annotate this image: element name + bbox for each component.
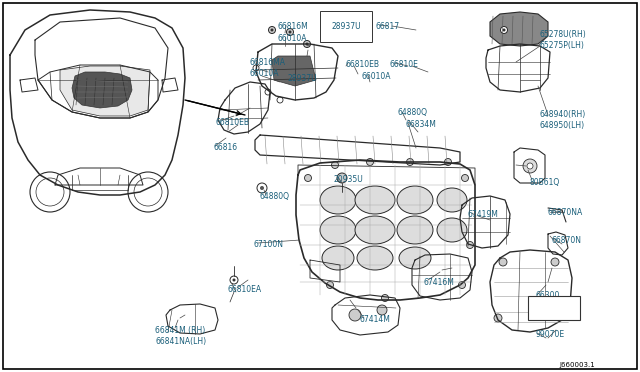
Text: 28937U: 28937U: [331, 22, 360, 31]
Circle shape: [289, 31, 291, 33]
Text: 80B61Q: 80B61Q: [530, 178, 560, 187]
Ellipse shape: [322, 246, 354, 270]
Text: 66300: 66300: [535, 291, 559, 300]
Ellipse shape: [357, 246, 393, 270]
Circle shape: [523, 159, 537, 173]
Circle shape: [269, 26, 275, 33]
Circle shape: [305, 42, 308, 45]
Ellipse shape: [355, 216, 395, 244]
Circle shape: [326, 282, 333, 289]
Circle shape: [381, 295, 388, 301]
Circle shape: [257, 183, 267, 193]
Circle shape: [303, 41, 310, 48]
Ellipse shape: [355, 186, 395, 214]
Polygon shape: [272, 56, 316, 86]
Ellipse shape: [320, 186, 356, 214]
Text: 66810E: 66810E: [390, 60, 419, 69]
Circle shape: [445, 158, 451, 166]
Text: 28937U: 28937U: [288, 74, 317, 83]
Circle shape: [551, 258, 559, 266]
Circle shape: [527, 163, 533, 169]
Circle shape: [349, 309, 361, 321]
Text: MODEL: MODEL: [541, 303, 563, 309]
Circle shape: [337, 173, 347, 183]
Text: 66841NA(LH): 66841NA(LH): [155, 337, 206, 346]
Text: 67100N: 67100N: [254, 240, 284, 249]
Circle shape: [377, 305, 387, 315]
Text: 66010A: 66010A: [362, 72, 392, 81]
Ellipse shape: [397, 186, 433, 214]
Ellipse shape: [397, 216, 433, 244]
Polygon shape: [60, 66, 150, 116]
Circle shape: [499, 258, 507, 266]
Circle shape: [328, 32, 335, 39]
Text: 648940(RH): 648940(RH): [540, 110, 586, 119]
Circle shape: [502, 29, 506, 32]
Text: 99070E: 99070E: [535, 330, 564, 339]
Circle shape: [458, 282, 465, 289]
Circle shape: [367, 158, 374, 166]
Circle shape: [332, 161, 339, 169]
Circle shape: [232, 279, 236, 282]
Circle shape: [265, 89, 271, 95]
Circle shape: [461, 174, 468, 182]
Text: 66810EB: 66810EB: [345, 60, 379, 69]
Text: NO.PLATE: NO.PLATE: [535, 314, 569, 320]
Text: 66810EB: 66810EB: [215, 118, 249, 127]
Polygon shape: [72, 72, 132, 108]
Bar: [528, 296, 580, 320]
Text: 66010A: 66010A: [278, 34, 307, 43]
Text: 66010A: 66010A: [250, 69, 280, 78]
Text: 66816MA: 66816MA: [250, 58, 286, 67]
Text: 66870NA: 66870NA: [548, 208, 583, 217]
Text: 65275P(LH): 65275P(LH): [540, 41, 585, 50]
Text: J660003.1: J660003.1: [559, 362, 595, 368]
Text: 67414M: 67414M: [360, 315, 391, 324]
Ellipse shape: [399, 247, 431, 269]
Text: 66817: 66817: [375, 22, 399, 31]
Ellipse shape: [437, 218, 467, 242]
Text: 66870N: 66870N: [551, 236, 581, 245]
Text: 66834M: 66834M: [405, 120, 436, 129]
Text: 67416M: 67416M: [424, 278, 455, 287]
Text: 66816M: 66816M: [278, 22, 308, 31]
Text: 20935U: 20935U: [334, 175, 364, 184]
Circle shape: [330, 35, 333, 38]
Circle shape: [305, 174, 312, 182]
Circle shape: [500, 26, 508, 33]
Text: 64880Q: 64880Q: [260, 192, 290, 201]
Text: 66841M (RH): 66841M (RH): [155, 326, 205, 335]
Circle shape: [467, 241, 474, 248]
Circle shape: [253, 65, 259, 71]
Circle shape: [494, 314, 502, 322]
Text: 65278U(RH): 65278U(RH): [540, 30, 587, 39]
Circle shape: [406, 158, 413, 166]
Text: 66810EA: 66810EA: [228, 285, 262, 294]
Ellipse shape: [437, 188, 467, 212]
Text: 67419M: 67419M: [468, 210, 499, 219]
Circle shape: [271, 29, 273, 32]
Circle shape: [260, 186, 264, 190]
Text: 66816: 66816: [213, 143, 237, 152]
Circle shape: [556, 311, 564, 319]
Circle shape: [287, 29, 294, 35]
Circle shape: [230, 276, 238, 284]
Ellipse shape: [320, 216, 356, 244]
Text: 648950(LH): 648950(LH): [540, 121, 585, 130]
Circle shape: [277, 97, 283, 103]
Polygon shape: [490, 12, 548, 46]
Text: 64880Q: 64880Q: [398, 108, 428, 117]
